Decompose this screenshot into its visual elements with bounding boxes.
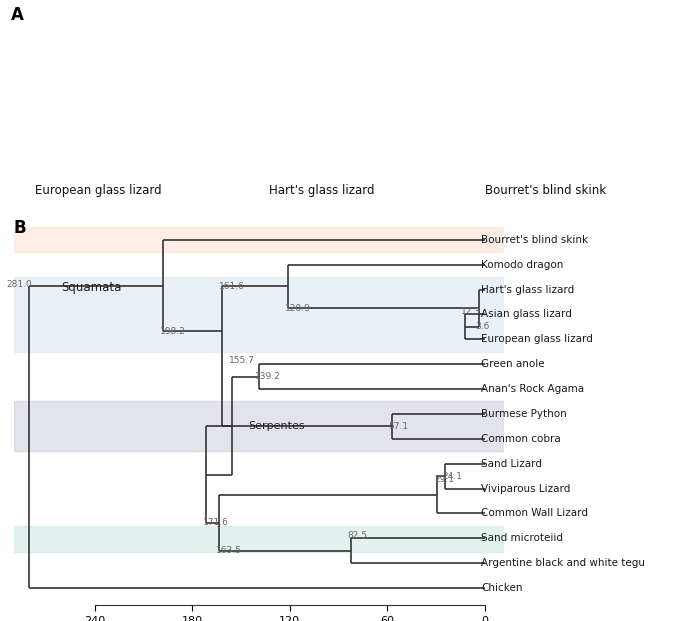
Text: A: A [10,6,23,24]
Text: Bourret's blind skink: Bourret's blind skink [482,235,589,245]
Text: 161.6: 161.6 [219,282,245,291]
Text: Common cobra: Common cobra [482,434,561,444]
Text: 171.6: 171.6 [203,519,229,527]
Text: 24.1: 24.1 [442,471,462,481]
Text: Burmese Python: Burmese Python [482,409,567,419]
Bar [14,526,504,552]
Text: Sand Lizard: Sand Lizard [482,459,542,469]
Bar [14,277,504,351]
Text: Anan's Rock Agama: Anan's Rock Agama [482,384,584,394]
Text: Bourret's blind skink: Bourret's blind skink [485,184,607,197]
Text: Green anole: Green anole [482,359,545,369]
Text: Sand microteiid: Sand microteiid [482,533,564,543]
Text: Hart's glass lizard: Hart's glass lizard [482,284,575,294]
Text: Chicken: Chicken [482,583,523,593]
Text: Komodo dragon: Komodo dragon [482,260,564,270]
Text: 57.1: 57.1 [389,422,409,431]
Text: 163.5: 163.5 [216,546,242,555]
Text: Argentine black and white tegu: Argentine black and white tegu [482,558,645,568]
Text: Squamata: Squamata [62,281,122,294]
Text: 12.3: 12.3 [461,307,482,315]
Text: 281.0: 281.0 [6,280,32,289]
Text: Common Wall Lizard: Common Wall Lizard [482,509,588,519]
Text: 82.5: 82.5 [347,530,368,540]
Text: B: B [14,219,27,237]
Text: 139.2: 139.2 [256,372,281,381]
Text: Hart's glass lizard: Hart's glass lizard [270,184,374,197]
Text: 120.9: 120.9 [285,304,311,312]
Text: Asian glass lizard: Asian glass lizard [482,309,572,319]
Text: Serpentes: Serpentes [248,421,305,432]
Text: Viviparous Lizard: Viviparous Lizard [482,484,570,494]
Text: 3.6: 3.6 [475,322,490,331]
Text: European glass lizard: European glass lizard [482,334,593,344]
Text: European glass lizard: European glass lizard [35,184,161,197]
Text: 155.7: 155.7 [229,356,255,365]
Text: 198.2: 198.2 [160,327,186,336]
Bar [14,227,504,252]
Bar [14,401,504,451]
Text: 29.1: 29.1 [434,474,454,484]
